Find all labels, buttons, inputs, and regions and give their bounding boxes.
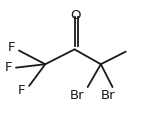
Text: F: F <box>18 84 26 97</box>
Text: F: F <box>5 61 13 74</box>
Text: Br: Br <box>70 89 85 102</box>
Text: Br: Br <box>101 89 115 102</box>
Text: O: O <box>70 9 80 22</box>
Text: F: F <box>8 41 15 54</box>
